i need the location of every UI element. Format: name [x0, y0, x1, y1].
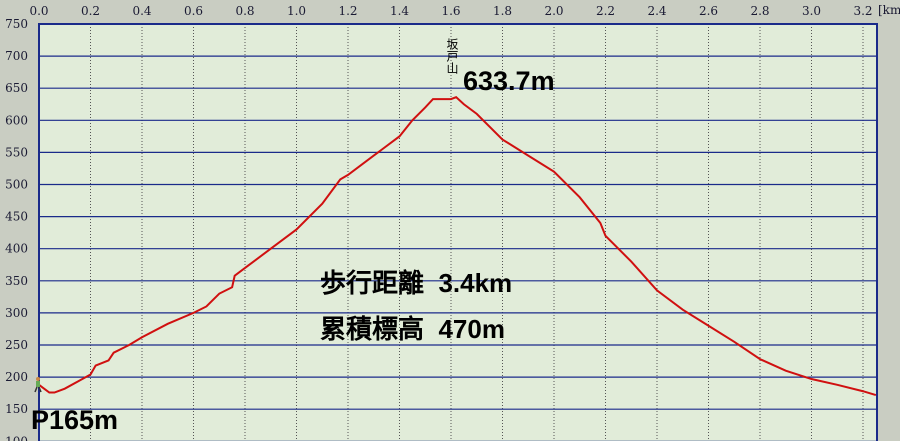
- x-tick-label: 0.8: [235, 4, 254, 18]
- y-tick-label: 600: [5, 113, 28, 127]
- x-tick-label: 2.8: [750, 4, 769, 18]
- y-tick-label: 750: [5, 17, 28, 31]
- x-tick-label: 1.4: [390, 4, 409, 18]
- y-tick-label: 250: [5, 338, 28, 352]
- x-tick-label: 1.6: [441, 4, 460, 18]
- y-tick-label: 350: [5, 274, 28, 288]
- distance-label: 歩行距離 3.4km: [320, 268, 512, 298]
- y-tick-label: 150: [5, 402, 28, 416]
- x-tick-label: 0.2: [81, 4, 100, 18]
- x-tick-label: 1.0: [287, 4, 306, 18]
- y-tick-label: 650: [5, 81, 28, 95]
- x-tick-label: 1.2: [338, 4, 357, 18]
- x-unit-label: [km: [878, 3, 900, 17]
- x-tick-label: 3.2: [853, 4, 872, 18]
- y-tick-label: 300: [5, 306, 28, 320]
- hiker-icon: [34, 377, 42, 393]
- x-tick-label: 0.6: [184, 4, 203, 18]
- y-tick-label: 700: [5, 49, 28, 63]
- x-tick-label: 3.0: [802, 4, 821, 18]
- peak-name: 坂戸山: [445, 38, 459, 74]
- peak-name-label: 坂戸山: [445, 38, 459, 74]
- x-tick-label: 2.0: [544, 4, 563, 18]
- x-tick-label: 0.4: [132, 4, 151, 18]
- start-elevation-label: P165m: [31, 405, 118, 435]
- x-tick-label: 2.2: [596, 4, 615, 18]
- x-tick-label: 2.4: [647, 4, 666, 18]
- y-tick-label: 450: [5, 210, 28, 224]
- peak-elevation-label: 633.7m: [463, 66, 555, 96]
- plot-area: [39, 24, 877, 441]
- elevation-line: [38, 96, 877, 397]
- y-tick-label: 200: [5, 370, 28, 384]
- y-tick-label: 500: [5, 178, 28, 192]
- ascent-label: 累積標高 470m: [320, 314, 505, 344]
- y-tick-label: 400: [5, 242, 28, 256]
- x-tick-label: 0.0: [29, 4, 48, 18]
- plot-frame: [38, 23, 878, 441]
- y-tick-label: 550: [5, 145, 28, 159]
- x-tick-label: 1.8: [493, 4, 512, 18]
- y-tick-label: 100: [5, 434, 28, 441]
- x-tick-label: 2.6: [699, 4, 718, 18]
